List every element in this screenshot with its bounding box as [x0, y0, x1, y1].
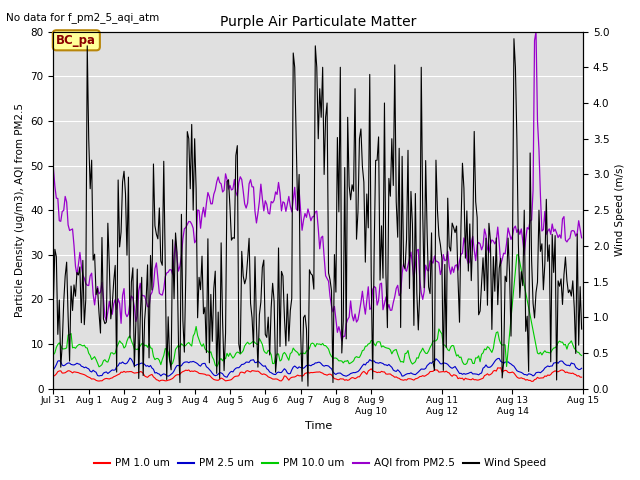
Legend: PM 1.0 um, PM 2.5 um, PM 10.0 um, AQI from PM2.5, Wind Speed: PM 1.0 um, PM 2.5 um, PM 10.0 um, AQI fr… [90, 454, 550, 472]
Text: No data for f_pm2_5_aqi_atm: No data for f_pm2_5_aqi_atm [6, 12, 159, 23]
Y-axis label: Wind Speed (m/s): Wind Speed (m/s) [615, 164, 625, 256]
Title: Purple Air Particulate Matter: Purple Air Particulate Matter [220, 15, 417, 29]
Text: BC_pa: BC_pa [56, 34, 97, 47]
X-axis label: Time: Time [305, 421, 332, 432]
Y-axis label: Particle Density (ug/m3), AQI from PM2.5: Particle Density (ug/m3), AQI from PM2.5 [15, 103, 25, 317]
